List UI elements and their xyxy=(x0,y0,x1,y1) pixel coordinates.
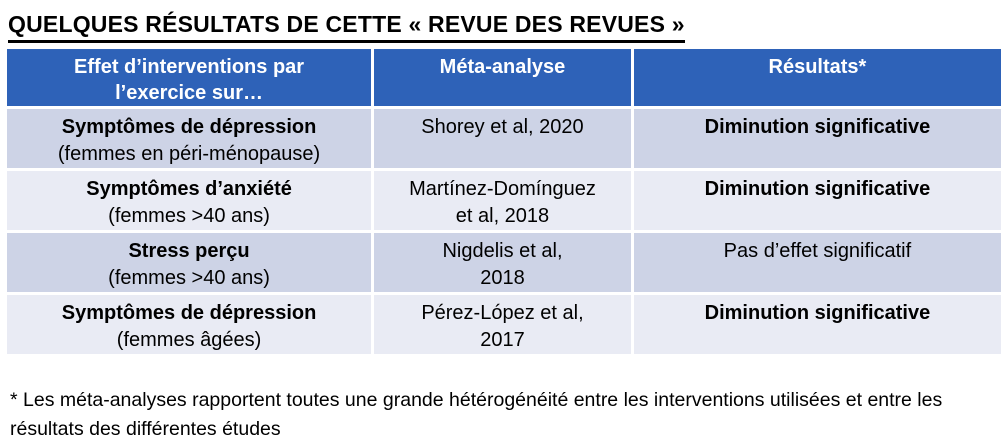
meta-analysis-line2: 2018 xyxy=(480,267,525,289)
population-label: (femmes âgées) xyxy=(116,329,262,351)
effect-label: Symptômes de dépression xyxy=(61,116,317,138)
meta-analysis-line2: 2017 xyxy=(480,329,525,351)
meta-analysis-line1: Martínez-Domínguez xyxy=(409,178,596,200)
cell-meta-analysis: Pérez-López et al, 2017 xyxy=(374,295,631,354)
population-label: (femmes >40 ans) xyxy=(108,267,270,289)
effect-label: Symptômes d’anxiété xyxy=(86,178,292,200)
column-header-meta-analysis: Méta-analyse xyxy=(374,49,631,106)
results-table: Effet d’interventions par l’exercice sur… xyxy=(4,46,1004,357)
meta-analysis-line2: et al, 2018 xyxy=(455,205,550,227)
column-header-effect-line2: l’exercice sur… xyxy=(115,82,263,104)
table-row-depression-elderly: Symptômes de dépression (femmes âgées) P… xyxy=(7,295,1001,354)
cell-effect: Symptômes d’anxiété (femmes >40 ans) xyxy=(7,171,372,230)
population-label: (femmes >40 ans) xyxy=(108,205,270,227)
slide: QUELQUES RÉSULTATS DE CETTE « REVUE DES … xyxy=(4,11,1004,440)
meta-analysis-line1: Shorey et al, 2020 xyxy=(421,116,584,138)
result-label: Diminution significative xyxy=(704,302,931,324)
cell-result: Diminution significative xyxy=(633,295,1001,354)
cell-effect: Symptômes de dépression (femmes âgées) xyxy=(7,295,372,354)
meta-analysis-line1: Nigdelis et al, xyxy=(442,240,563,262)
result-label: Pas d’effet significatif xyxy=(723,240,912,262)
effect-label: Stress perçu xyxy=(128,240,250,262)
column-header-effect-line1: Effet d’interventions par xyxy=(74,56,305,78)
cell-result: Pas d’effet significatif xyxy=(633,233,1001,292)
table-row-perceived-stress: Stress perçu (femmes >40 ans) Nigdelis e… xyxy=(7,233,1001,292)
cell-meta-analysis: Martínez-Domínguez et al, 2018 xyxy=(374,171,631,230)
cell-effect: Symptômes de dépression (femmes en péri-… xyxy=(7,109,372,168)
table-header-row: Effet d’interventions par l’exercice sur… xyxy=(7,49,1001,106)
result-label: Diminution significative xyxy=(704,116,931,138)
effect-label: Symptômes de dépression xyxy=(61,302,317,324)
footnote: * Les méta-analyses rapportent toutes un… xyxy=(10,388,943,440)
meta-analysis-line1: Pérez-López et al, xyxy=(421,302,584,324)
page-title: QUELQUES RÉSULTATS DE CETTE « REVUE DES … xyxy=(8,11,685,43)
column-header-results-label: Résultats* xyxy=(768,56,867,78)
column-header-results: Résultats* xyxy=(633,49,1001,106)
column-header-effect: Effet d’interventions par l’exercice sur… xyxy=(7,49,372,106)
cell-meta-analysis: Nigdelis et al, 2018 xyxy=(374,233,631,292)
population-label: (femmes en péri-ménopause) xyxy=(57,143,321,165)
cell-result: Diminution significative xyxy=(633,109,1001,168)
table-row-anxiety: Symptômes d’anxiété (femmes >40 ans) Mar… xyxy=(7,171,1001,230)
table-row-depression-perimenopause: Symptômes de dépression (femmes en péri-… xyxy=(7,109,1001,168)
cell-result: Diminution significative xyxy=(633,171,1001,230)
result-label: Diminution significative xyxy=(704,178,931,200)
cell-effect: Stress perçu (femmes >40 ans) xyxy=(7,233,372,292)
cell-meta-analysis: Shorey et al, 2020 xyxy=(374,109,631,168)
column-header-meta-analysis-label: Méta-analyse xyxy=(439,56,566,78)
